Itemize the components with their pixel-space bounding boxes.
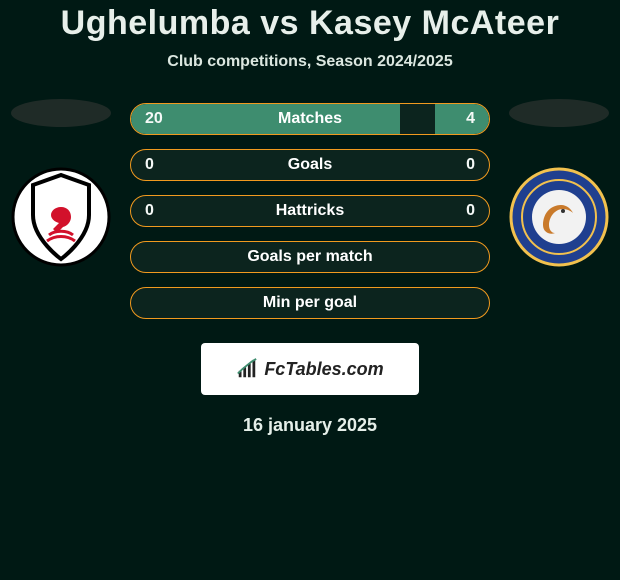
comparison-card: Ughelumba vs Kasey McAteer Club competit… [0, 0, 620, 436]
stat-label: Min per goal [131, 294, 489, 312]
page-title: Ughelumba vs Kasey McAteer [0, 4, 620, 43]
chart-icon [236, 358, 258, 380]
player-disc-left [11, 99, 111, 127]
stat-value-right: 0 [451, 156, 475, 174]
stat-row: Goals per match [130, 241, 490, 273]
stat-row: 0Hattricks0 [130, 195, 490, 227]
side-left [6, 99, 116, 267]
club-badge-left [11, 167, 111, 267]
stat-value-right: 4 [451, 110, 475, 128]
watermark: FcTables.com [201, 343, 419, 395]
stat-bars: 20Matches40Goals00Hattricks0Goals per ma… [130, 103, 490, 319]
stat-label: Goals [131, 156, 489, 174]
player-disc-right [509, 99, 609, 127]
stat-value-right: 0 [451, 202, 475, 220]
stat-row: 0Goals0 [130, 149, 490, 181]
stat-row: 20Matches4 [130, 103, 490, 135]
stat-label: Hattricks [131, 202, 489, 220]
club-badge-right [509, 167, 609, 267]
subtitle: Club competitions, Season 2024/2025 [0, 53, 620, 71]
arena: 20Matches40Goals00Hattricks0Goals per ma… [0, 99, 620, 319]
date: 16 january 2025 [0, 415, 620, 436]
stat-label: Matches [131, 110, 489, 128]
stat-label: Goals per match [131, 248, 489, 266]
side-right [504, 99, 614, 267]
watermark-text: FcTables.com [264, 359, 383, 380]
stat-row: Min per goal [130, 287, 490, 319]
